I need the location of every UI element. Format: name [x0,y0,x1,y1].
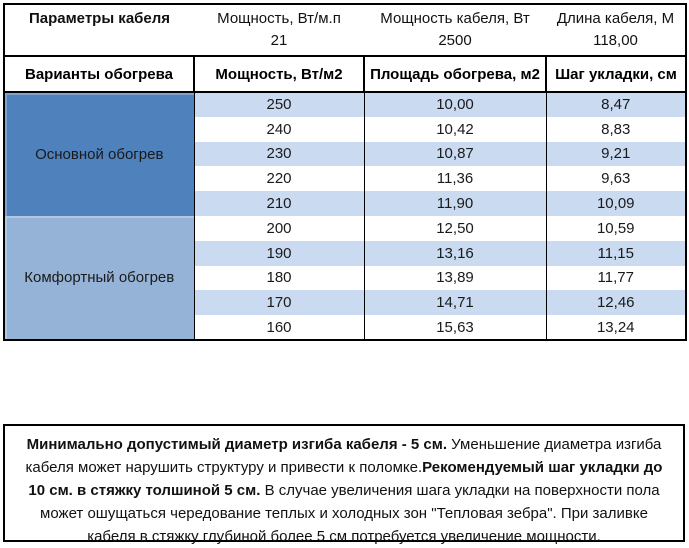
cell-step: 9,21 [545,141,687,167]
param-cable-length-label: Длина кабеля, М [556,10,675,27]
param-cable-power-value: 2500 [438,32,472,49]
group-label-main-heating: Основной обогрев [3,92,195,216]
table-row: 220 11,36 9,63 [4,166,687,192]
cell-area: 12,50 [363,215,547,241]
cell-area: 13,16 [363,240,547,266]
cell-power: 240 [193,116,365,142]
table-row: 170 14,71 12,46 [4,290,687,316]
param-cable-length-value: 118,00 [593,32,638,49]
cell-power: 220 [193,166,365,192]
cell-area: 11,90 [363,191,547,216]
cell-step: 11,77 [545,265,687,291]
note-segment: Уменьшение диаметра изгиба кабеля может … [25,436,662,476]
cell-step: 11,15 [545,240,687,266]
param-cable-length-cell: Длина кабеля, М 118,00 [546,4,686,57]
header-power: Мощность, Вт/м2 [193,55,365,93]
cell-step: 10,09 [545,191,687,216]
cell-area: 10,87 [363,141,547,167]
table-row: 180 13,89 11,77 [4,265,687,291]
param-cable-power-label: Мощность кабеля, Вт [380,10,530,27]
header-heating-variants: Варианты обогрева [3,55,195,93]
installation-note: Минимально допустимый диаметр изгиба каб… [3,424,685,545]
note-segment: В случае увеличения шага укладки на пове… [40,482,660,545]
cell-power: 250 [193,92,365,117]
table-row: 190 13,16 11,15 [4,240,687,266]
cell-power: 190 [193,240,365,266]
header-step: Шаг укладки, см [545,55,687,93]
cell-step: 9,63 [545,166,687,192]
cell-area: 14,71 [363,290,547,316]
cell-power: 170 [193,290,365,316]
table-row: Комфортный обогрев 200 12,50 10,59 [3,215,687,340]
param-power-per-m-value: 21 [270,32,288,49]
params-header-row: Параметры кабеля Мощность, Вт/м.п 21 Мощ… [4,4,686,57]
cell-step: 8,83 [545,116,687,142]
param-power-per-m-cell: Мощность, Вт/м.п 21 [194,4,364,57]
cell-step: 10,59 [545,215,687,241]
cell-step: 13,24 [545,315,687,340]
table-row: 240 10,42 8,83 [4,116,687,142]
note-segment-bend-diameter: Минимально допустимый диаметр изгиба каб… [26,436,448,453]
header-area: Площадь обогрева, м2 [363,55,547,93]
param-title-cell: Параметры кабеля [4,4,194,57]
cell-area: 13,89 [363,265,547,291]
cell-power: 160 [193,315,365,340]
cell-power: 210 [193,191,365,216]
table-row: 210 11,90 10,09 [4,191,687,216]
cell-area: 10,00 [363,92,547,117]
cable-parameters-table: Параметры кабеля Мощность, Вт/м.п 21 Мощ… [3,3,687,341]
cell-area: 10,42 [363,116,547,142]
cell-step: 12,46 [545,290,687,316]
note-segment-recommended-step: Рекомендуемый шаг укладки до 10 см. в ст… [28,459,663,499]
params-title-spacer [5,30,194,52]
param-cable-power-cell: Мощность кабеля, Вт 2500 [364,4,546,57]
cell-area: 11,36 [363,166,547,192]
param-power-per-m-label: Мощность, Вт/м.п [217,10,341,27]
cell-power: 180 [193,265,365,291]
cell-area: 15,63 [363,315,547,340]
cell-power: 230 [193,141,365,167]
table-row: Основной обогрев 250 10,00 8,47 [3,92,687,216]
group-label-comfort-heating: Комфортный обогрев [3,215,195,340]
column-header-row: Варианты обогрева Мощность, Вт/м2 Площад… [3,55,687,93]
cell-step: 8,47 [545,92,687,117]
table-row: 160 15,63 13,24 [4,315,687,340]
table-row: 230 10,87 9,21 [4,141,687,167]
cell-power: 200 [193,215,365,241]
params-title: Параметры кабеля [28,10,171,27]
